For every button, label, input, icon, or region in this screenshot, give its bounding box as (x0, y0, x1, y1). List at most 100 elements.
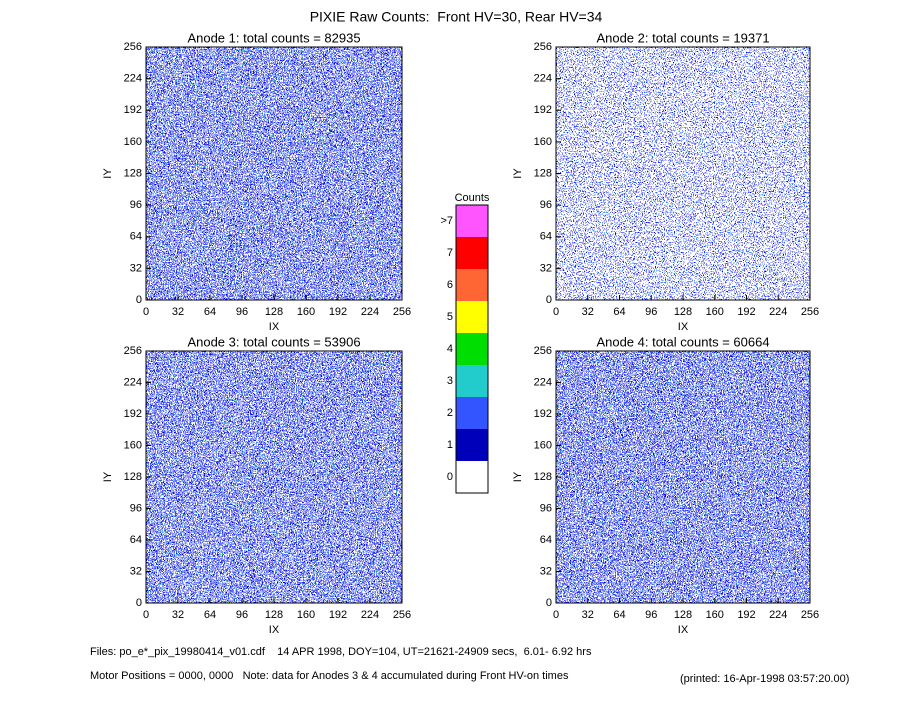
x-axis-label: IX (678, 321, 689, 333)
y-tick-label: 224 (124, 73, 142, 85)
y-tick-label: 0 (136, 597, 142, 609)
x-axis-label: IX (269, 321, 280, 333)
y-tick-label: 224 (534, 73, 552, 85)
x-tick-label: 96 (236, 306, 248, 318)
page-title: PIXIE Raw Counts: Front HV=30, Rear HV=3… (310, 9, 603, 25)
y-tick-label: 128 (534, 471, 552, 483)
heatmap-image (146, 47, 402, 300)
y-tick-label: 64 (540, 231, 552, 243)
y-tick-label: 0 (546, 294, 552, 306)
panel-title: Anode 3: total counts = 53906 (187, 334, 360, 349)
color-swatch (456, 461, 488, 493)
panel-title: Anode 2: total counts = 19371 (596, 30, 769, 45)
x-tick-label: 32 (582, 609, 594, 621)
x-tick-label: 0 (553, 306, 559, 318)
y-tick-label: 96 (130, 502, 142, 514)
x-tick-label: 160 (706, 306, 724, 318)
x-tick-label: 160 (706, 609, 724, 621)
footer-files: Files: po_e*_pix_19980414_v01.cdf 14 APR… (90, 646, 592, 658)
colorbar-label: 6 (447, 279, 453, 291)
y-tick-label: 0 (546, 597, 552, 609)
y-tick-label: 224 (534, 376, 552, 388)
x-tick-label: 32 (172, 609, 184, 621)
color-swatch (456, 429, 488, 461)
x-axis-label: IX (269, 624, 280, 636)
panel-title: Anode 1: total counts = 82935 (187, 30, 360, 45)
x-tick-label: 192 (737, 609, 755, 621)
color-swatch (456, 269, 488, 301)
x-tick-label: 0 (553, 609, 559, 621)
colorbar-label: 5 (447, 311, 453, 323)
x-tick-label: 128 (674, 609, 692, 621)
x-tick-label: 256 (393, 609, 411, 621)
y-tick-label: 96 (130, 199, 142, 211)
y-tick-label: 256 (534, 345, 552, 357)
x-tick-label: 96 (645, 609, 657, 621)
color-swatch (456, 397, 488, 429)
color-swatch (456, 301, 488, 333)
y-tick-label: 224 (124, 376, 142, 388)
x-tick-label: 0 (143, 609, 149, 621)
y-tick-label: 192 (124, 104, 142, 116)
y-tick-label: 160 (124, 439, 142, 451)
y-tick-label: 192 (534, 104, 552, 116)
y-axis-label: IY (102, 471, 114, 482)
x-tick-label: 256 (393, 306, 411, 318)
color-swatch (456, 365, 488, 397)
colorbar-label: >7 (440, 215, 453, 227)
y-tick-label: 32 (130, 565, 142, 577)
colorbar-label: 0 (447, 471, 453, 483)
x-tick-label: 224 (769, 306, 787, 318)
colorbar-label: 4 (447, 343, 453, 355)
y-axis-label: IY (102, 168, 114, 179)
x-tick-label: 64 (613, 306, 625, 318)
x-tick-label: 0 (143, 306, 149, 318)
y-tick-label: 160 (534, 136, 552, 148)
y-tick-label: 32 (130, 262, 142, 274)
heatmap-image (556, 351, 810, 603)
y-tick-label: 0 (136, 294, 142, 306)
colorbar-label: 3 (447, 375, 453, 387)
x-tick-label: 96 (236, 609, 248, 621)
y-tick-label: 192 (124, 408, 142, 420)
x-tick-label: 32 (172, 306, 184, 318)
x-tick-label: 192 (329, 609, 347, 621)
y-axis-label: IY (512, 471, 524, 482)
x-tick-label: 192 (329, 306, 347, 318)
y-tick-label: 128 (124, 471, 142, 483)
y-tick-label: 64 (130, 231, 142, 243)
x-tick-label: 64 (613, 609, 625, 621)
x-tick-label: 224 (769, 609, 787, 621)
x-tick-label: 192 (737, 306, 755, 318)
colorbar-frame (455, 204, 489, 494)
y-tick-label: 128 (124, 167, 142, 179)
x-tick-label: 32 (582, 306, 594, 318)
y-tick-label: 192 (534, 408, 552, 420)
y-tick-label: 64 (130, 534, 142, 546)
y-tick-label: 32 (540, 262, 552, 274)
y-tick-label: 256 (534, 41, 552, 53)
x-tick-label: 128 (265, 609, 283, 621)
x-tick-label: 128 (265, 306, 283, 318)
y-tick-label: 256 (124, 345, 142, 357)
x-tick-label: 64 (204, 306, 216, 318)
y-tick-label: 96 (540, 199, 552, 211)
footer-printed: (printed: 16-Apr-1998 03:57:20.00) (680, 673, 849, 685)
y-axis-label: IY (512, 168, 524, 179)
y-tick-label: 160 (534, 439, 552, 451)
y-tick-label: 64 (540, 534, 552, 546)
x-tick-label: 256 (801, 306, 819, 318)
x-tick-label: 256 (801, 609, 819, 621)
footer-motor: Motor Positions = 0000, 0000 Note: data … (90, 670, 569, 682)
heatmap-image (146, 351, 402, 603)
x-tick-label: 160 (297, 306, 315, 318)
x-tick-label: 224 (361, 609, 379, 621)
x-tick-label: 160 (297, 609, 315, 621)
y-tick-label: 32 (540, 565, 552, 577)
colorbar-label: 7 (447, 247, 453, 259)
x-tick-label: 128 (674, 306, 692, 318)
heatmap-image (556, 47, 810, 300)
panel-title: Anode 4: total counts = 60664 (596, 334, 769, 349)
x-tick-label: 96 (645, 306, 657, 318)
